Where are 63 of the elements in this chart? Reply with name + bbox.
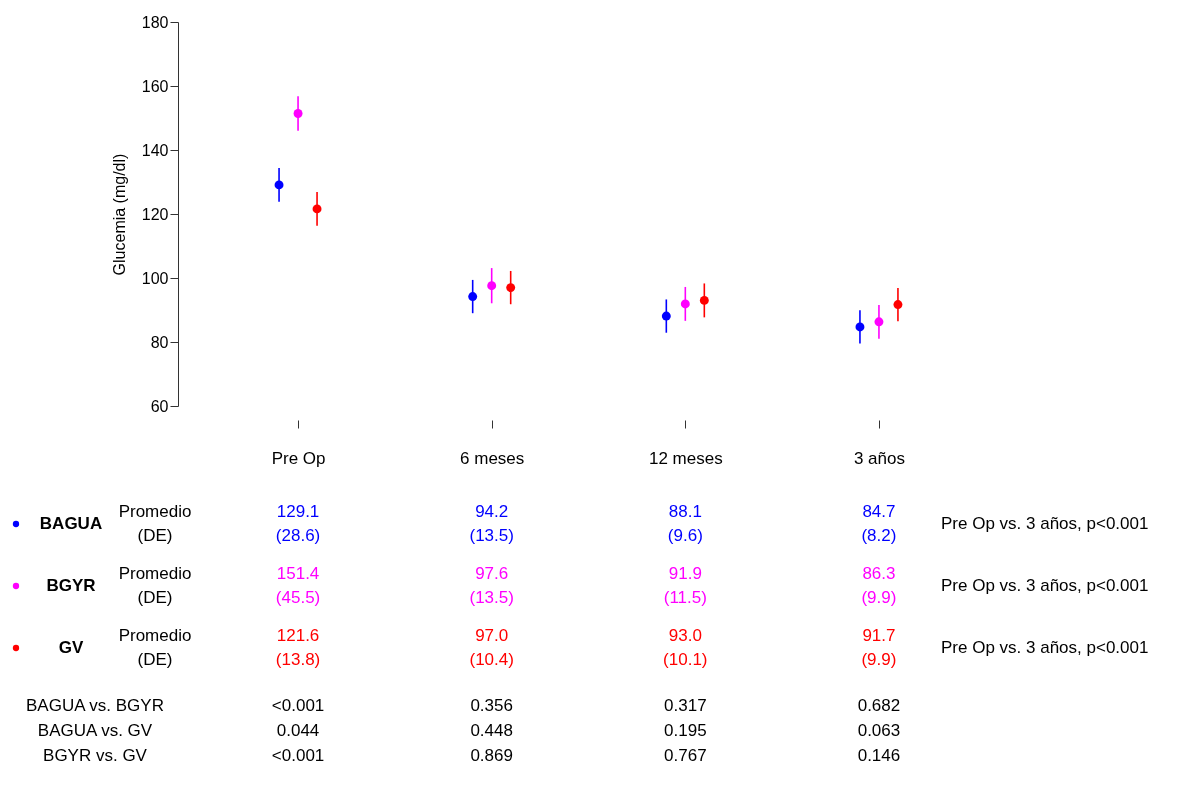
x-tick-label: Pre Op xyxy=(271,448,326,468)
legend-label: BAGUA xyxy=(39,514,103,533)
data-label: 91.9 xyxy=(668,564,702,583)
legend-label: BGYR xyxy=(46,576,96,595)
data-label: 97.0 xyxy=(475,626,509,645)
text: Promedio xyxy=(118,564,192,583)
text: (11.5) xyxy=(663,588,707,607)
text: (10.4) xyxy=(469,650,514,669)
text: 0.356 xyxy=(470,696,513,715)
text: (DE) xyxy=(137,588,173,607)
data-label: 151.4 xyxy=(276,564,320,583)
text: (DE) xyxy=(137,650,173,669)
text: BGYR vs. GV xyxy=(43,746,148,765)
x-tick-label: 12 meses xyxy=(648,448,723,468)
y-tick-label: 140 xyxy=(141,141,169,159)
data-label: 93.0 xyxy=(668,626,702,645)
text: 0.448 xyxy=(470,721,513,740)
x-tick-label: 6 meses xyxy=(460,448,525,468)
data-label: 121.6 xyxy=(276,626,320,645)
text: <0.001 xyxy=(271,746,325,765)
text: (45.5) xyxy=(275,588,321,607)
y-tick-label: 160 xyxy=(141,77,169,95)
y-tick-label: 100 xyxy=(141,269,169,287)
text: 0.146 xyxy=(857,746,901,765)
text: Pre Op vs. 3 años, p<0.001 xyxy=(941,576,1149,595)
y-tick-label: 120 xyxy=(141,205,169,223)
text: 0.044 xyxy=(276,721,320,740)
data-label: 88.1 xyxy=(668,502,702,521)
text: Promedio xyxy=(118,502,192,521)
text: 0.767 xyxy=(664,746,707,765)
text: (13.8) xyxy=(275,650,321,669)
y-tick-label: 80 xyxy=(150,333,169,351)
data-label: 129.1 xyxy=(276,502,320,521)
y-axis-title: Glucemia (mg/dl) xyxy=(110,153,128,276)
text: (13.5) xyxy=(469,588,514,607)
text: 0.317 xyxy=(664,696,707,715)
text: (13.5) xyxy=(469,526,514,545)
text: 0.682 xyxy=(857,696,901,715)
data-label: 97.6 xyxy=(475,564,509,583)
x-tick-label: 3 años xyxy=(853,448,905,468)
text: Pre Op vs. 3 años, p<0.001 xyxy=(941,514,1149,533)
data-label: 86.3 xyxy=(862,564,896,583)
text: BAGUA vs. BGYR xyxy=(26,696,164,715)
text: 0.195 xyxy=(664,721,707,740)
text: (28.6) xyxy=(275,526,321,545)
text: (8.2) xyxy=(861,526,897,545)
data-label: 94.2 xyxy=(475,502,509,521)
text: 0.869 xyxy=(470,746,513,765)
legend-label: GV xyxy=(58,638,84,657)
text: (DE) xyxy=(137,526,173,545)
text: 0.063 xyxy=(857,721,901,740)
text: Pre Op vs. 3 años, p<0.001 xyxy=(941,638,1149,657)
text: (10.1) xyxy=(663,650,708,669)
text: (9.9) xyxy=(861,650,897,669)
text: (9.6) xyxy=(667,526,703,545)
text: <0.001 xyxy=(271,696,325,715)
y-tick-label: 180 xyxy=(141,13,169,31)
text: Promedio xyxy=(118,626,192,645)
text: (9.9) xyxy=(861,588,897,607)
data-label: 91.7 xyxy=(862,626,896,645)
y-tick-label: 60 xyxy=(150,397,169,415)
data-label: 84.7 xyxy=(862,502,896,521)
text: BAGUA vs. GV xyxy=(37,721,153,740)
